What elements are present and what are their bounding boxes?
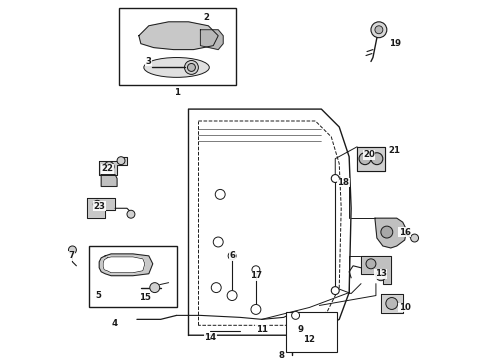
Circle shape [381, 226, 393, 238]
Text: 2: 2 [203, 13, 209, 22]
Circle shape [359, 153, 371, 165]
Text: 9: 9 [297, 325, 303, 334]
Circle shape [251, 305, 261, 314]
Text: 23: 23 [93, 202, 105, 211]
Polygon shape [357, 147, 385, 171]
Circle shape [292, 311, 299, 319]
Bar [286, 312, 337, 352]
Circle shape [211, 283, 221, 293]
Circle shape [117, 157, 125, 165]
Text: 12: 12 [303, 335, 316, 344]
Text: 21: 21 [389, 146, 401, 155]
Circle shape [185, 60, 198, 75]
Circle shape [69, 246, 76, 254]
Circle shape [252, 266, 260, 274]
Circle shape [150, 283, 160, 293]
Text: 5: 5 [95, 291, 101, 300]
Text: 7: 7 [69, 251, 74, 260]
Text: 8: 8 [279, 351, 285, 360]
Polygon shape [139, 22, 218, 50]
Polygon shape [200, 30, 223, 50]
Text: 17: 17 [250, 271, 262, 280]
Text: 3: 3 [146, 57, 152, 66]
Text: 6: 6 [229, 251, 235, 260]
Polygon shape [381, 293, 403, 314]
Text: 4: 4 [112, 319, 118, 328]
Text: 14: 14 [204, 333, 217, 342]
Circle shape [371, 153, 383, 165]
Circle shape [411, 234, 418, 242]
Circle shape [386, 297, 398, 310]
Circle shape [127, 210, 135, 218]
Circle shape [215, 189, 225, 199]
Text: 18: 18 [337, 178, 349, 187]
Circle shape [93, 200, 101, 208]
Bar [119, 8, 236, 85]
Circle shape [375, 26, 383, 34]
Polygon shape [99, 157, 127, 175]
Circle shape [213, 237, 223, 247]
Text: 15: 15 [139, 293, 151, 302]
Circle shape [188, 63, 196, 71]
Circle shape [104, 162, 114, 172]
Text: 22: 22 [101, 164, 113, 173]
Circle shape [366, 259, 376, 269]
Polygon shape [103, 257, 145, 273]
Text: 10: 10 [399, 303, 411, 312]
Text: 20: 20 [363, 150, 375, 159]
Circle shape [371, 22, 387, 38]
Text: 16: 16 [399, 228, 411, 237]
Text: 13: 13 [375, 269, 387, 278]
Polygon shape [99, 254, 153, 276]
Circle shape [331, 175, 339, 183]
Text: 1: 1 [173, 88, 179, 97]
Circle shape [331, 287, 339, 294]
Polygon shape [87, 198, 115, 218]
Bar [89, 246, 176, 307]
Circle shape [227, 291, 237, 301]
Text: 11: 11 [256, 325, 268, 334]
Polygon shape [361, 256, 391, 284]
Circle shape [376, 271, 386, 281]
Polygon shape [101, 175, 117, 186]
Text: 19: 19 [389, 39, 401, 48]
Ellipse shape [144, 58, 209, 77]
Polygon shape [375, 218, 407, 248]
Circle shape [228, 252, 236, 260]
